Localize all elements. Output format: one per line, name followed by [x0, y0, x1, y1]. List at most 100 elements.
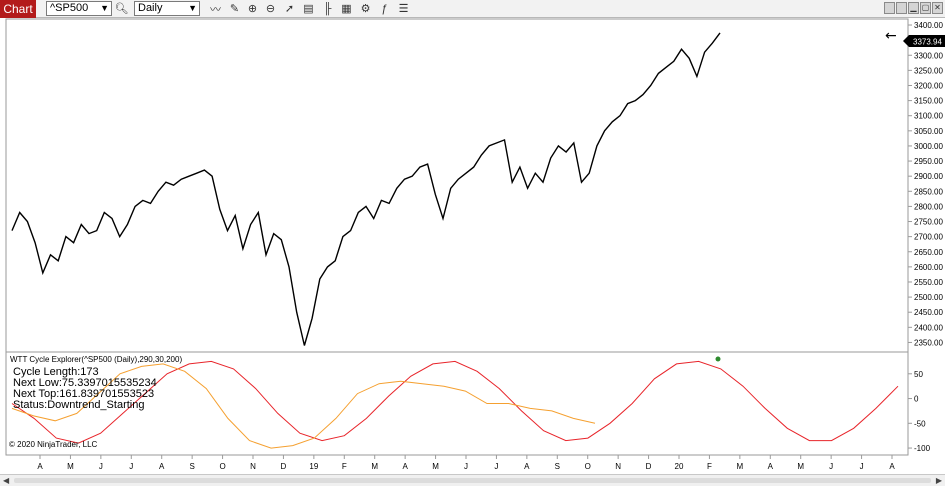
x-tick-label: D — [281, 462, 287, 471]
price-tick-label: 2550.00 — [914, 278, 943, 287]
last-price-label: 3373.94 — [903, 35, 945, 47]
x-tick-label: D — [646, 462, 652, 471]
instrument-selector[interactable]: ^SP500 ▼ — [46, 1, 112, 16]
dominant-cycle-line — [11, 363, 596, 449]
x-tick-label: S — [189, 462, 194, 471]
price-tick-label: 2950.00 — [914, 157, 943, 166]
cycle-top-marker — [715, 356, 721, 362]
price-tick-label: 2500.00 — [914, 293, 943, 302]
indicators-icon[interactable]: ƒ — [381, 2, 388, 15]
pointer-icon[interactable]: ➚ — [284, 3, 295, 15]
indicator-title: WTT Cycle Explorer(^SP500 (Daily),290,30… — [10, 355, 183, 364]
price-tick-label: 2800.00 — [914, 202, 943, 211]
instrument-value: ^SP500 — [50, 2, 89, 14]
horizontal-scrollbar[interactable]: ◀ ▶ — [0, 474, 945, 486]
x-tick-label: A — [768, 462, 774, 471]
x-tick-label: M — [371, 462, 378, 471]
price-tick-label: 3400.00 — [914, 21, 943, 30]
scroll-left-icon[interactable]: ◀ — [3, 476, 10, 485]
price-line — [11, 32, 721, 346]
chart-properties-icon[interactable]: ▦ — [341, 3, 352, 15]
x-tick-label: N — [615, 462, 621, 471]
price-tick-label: 3300.00 — [914, 51, 943, 60]
price-tick-label: 2700.00 — [914, 233, 943, 242]
data-box-icon[interactable]: ▤ — [303, 3, 314, 15]
interval-value: Daily — [138, 2, 163, 14]
tile-icon[interactable] — [884, 2, 895, 14]
indicator-tick-label: -50 — [914, 419, 926, 428]
search-icon[interactable]: 🔍︎ — [114, 3, 129, 15]
minimize-icon[interactable]: ▁ — [908, 2, 919, 14]
cycle-line — [11, 360, 899, 444]
chevron-down-icon: ▼ — [188, 3, 197, 13]
price-tick-label: 3100.00 — [914, 112, 943, 121]
indicator-tick-label: 50 — [914, 370, 923, 379]
x-tick-label: S — [555, 462, 560, 471]
arrow-left-icon[interactable]: ← — [885, 28, 897, 44]
close-icon[interactable]: ✕ — [932, 2, 943, 14]
price-tick-label: 2900.00 — [914, 172, 943, 181]
maximize-icon[interactable]: ▢ — [920, 2, 931, 14]
price-tick-label: 2450.00 — [914, 308, 943, 317]
next-top-text: Next Top:161.839701553523 — [13, 388, 155, 400]
zoom-out-icon[interactable]: ⊖ — [265, 3, 276, 15]
x-tick-label: 20 — [675, 462, 684, 471]
x-tick-label: A — [524, 462, 530, 471]
cycle-length-text: Cycle Length:173 — [13, 366, 99, 378]
status-text: Status:Downtrend_Starting — [13, 399, 145, 411]
line-tool-icon[interactable]: 〰 — [210, 3, 221, 16]
draw-icon[interactable]: ✎ — [229, 3, 240, 15]
strategies-icon[interactable]: ⚙ — [360, 3, 371, 15]
x-tick-label: M — [737, 462, 744, 471]
price-tick-label: 3250.00 — [914, 66, 943, 75]
last-price-value: 3373.94 — [913, 38, 942, 47]
bar-style-icon[interactable]: ╟ — [323, 2, 332, 15]
copyright: © 2020 NinjaTrader, LLC — [9, 440, 98, 449]
x-tick-label: J — [464, 462, 468, 471]
x-tick-label: A — [37, 462, 43, 471]
x-tick-label: M — [67, 462, 74, 471]
price-tick-label: 2600.00 — [914, 263, 943, 272]
x-tick-label: A — [889, 462, 895, 471]
price-tick-label: 3150.00 — [914, 97, 943, 106]
price-y-axis: 3400.003350.003300.003250.003200.003150.… — [908, 21, 943, 347]
list-icon[interactable]: ☰ — [398, 3, 409, 15]
price-tick-label: 3000.00 — [914, 142, 943, 151]
next-low-text: Next Low:75.3397015535234 — [13, 377, 157, 389]
x-tick-label: M — [432, 462, 439, 471]
toolbar: Chart ^SP500 ▼ 🔍︎ Daily ▼ 〰 ✎ ⊕ ⊖ ➚ ▤ ╟ … — [0, 0, 945, 18]
tile-icon[interactable] — [896, 2, 907, 14]
x-tick-label: F — [342, 462, 347, 471]
x-tick-label: J — [99, 462, 103, 471]
chevron-down-icon: ▼ — [100, 3, 109, 13]
price-tick-label: 2650.00 — [914, 248, 943, 257]
x-tick-label: N — [250, 462, 256, 471]
price-tick-label: 2750.00 — [914, 218, 943, 227]
scroll-right-icon[interactable]: ▶ — [935, 476, 942, 485]
price-tick-label: 3050.00 — [914, 127, 943, 136]
price-tick-label: 2400.00 — [914, 323, 943, 332]
x-tick-label: M — [797, 462, 804, 471]
x-tick-label: A — [402, 462, 408, 471]
x-axis: A M J J A S O N D 19 F M A M J J A S O N D 20 F M A M J J A — [37, 455, 895, 471]
price-tick-label: 3200.00 — [914, 81, 943, 90]
interval-selector[interactable]: Daily ▼ — [134, 1, 200, 16]
zoom-in-icon[interactable]: ⊕ — [247, 3, 258, 15]
indicator-tick-label: 0 — [914, 395, 919, 404]
price-panel — [5, 18, 909, 353]
x-tick-label: J — [494, 462, 498, 471]
x-tick-label: J — [829, 462, 833, 471]
price-tick-label: 2350.00 — [914, 338, 943, 347]
indicator-tick-label: -100 — [914, 444, 931, 453]
x-tick-label: F — [707, 462, 712, 471]
last-price-tag — [903, 35, 945, 47]
indicator-panel — [5, 351, 909, 456]
chart-tab[interactable]: Chart — [0, 0, 36, 18]
x-tick-label: O — [585, 462, 591, 471]
indicator-y-axis: 50 0 -50 -100 — [908, 370, 931, 453]
scroll-thumb[interactable] — [14, 478, 931, 483]
price-tick-label: 2850.00 — [914, 187, 943, 196]
x-tick-label: O — [219, 462, 225, 471]
x-tick-label: J — [129, 462, 133, 471]
